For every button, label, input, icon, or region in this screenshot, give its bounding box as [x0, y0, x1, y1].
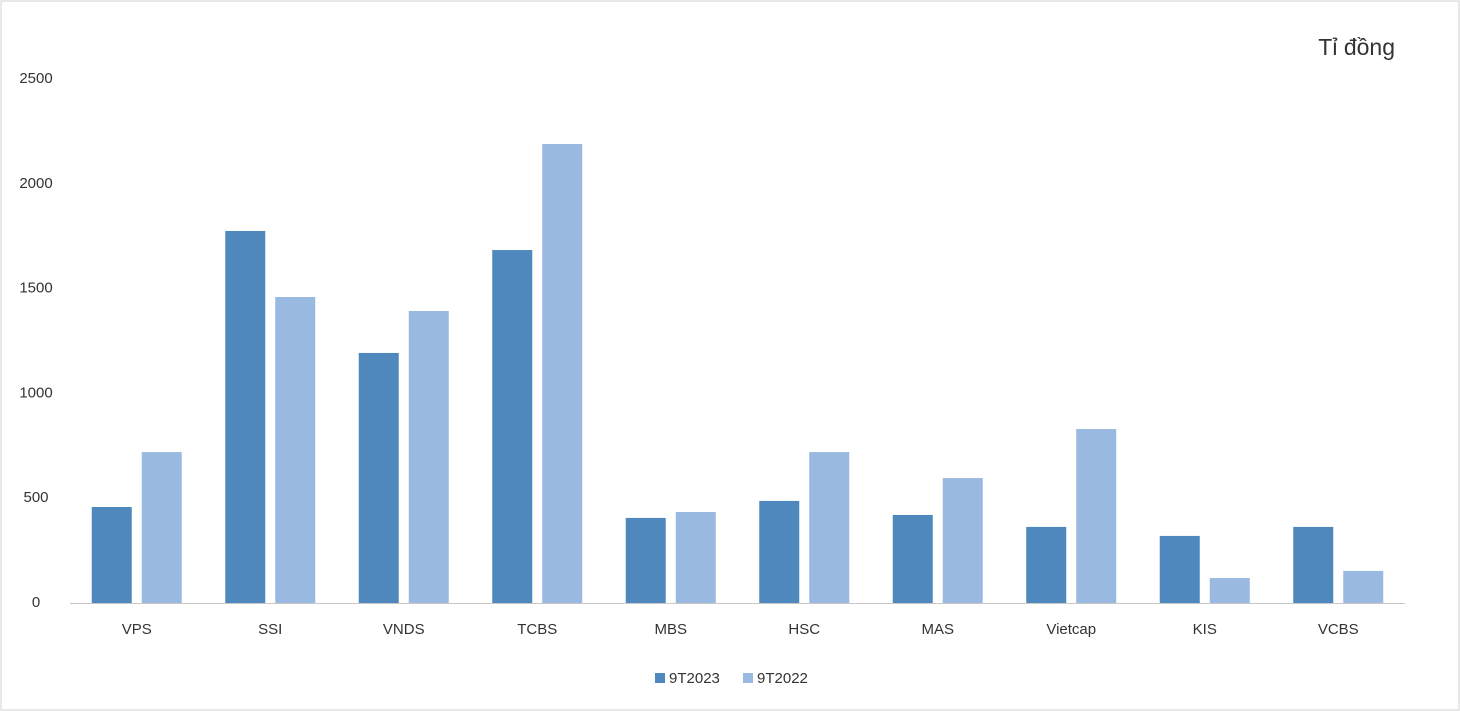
y-tick-label: 2000 — [19, 175, 52, 192]
bar — [675, 512, 716, 603]
y-tick-label: 2500 — [19, 70, 52, 87]
bar — [809, 452, 850, 603]
y-tick-label: 500 — [23, 489, 48, 506]
bar — [1026, 526, 1067, 603]
bar — [492, 250, 533, 603]
bar — [892, 514, 933, 603]
y-tick-label: 1000 — [19, 384, 52, 401]
x-tick-label: VCBS — [1318, 621, 1359, 638]
bar — [942, 478, 983, 603]
legend-swatch — [655, 673, 665, 683]
bar — [625, 517, 666, 603]
x-tick-label: SSI — [258, 621, 282, 638]
bar — [1209, 578, 1250, 603]
bar — [1076, 429, 1117, 603]
bar — [275, 296, 316, 603]
legend-swatch — [743, 673, 753, 683]
x-tick-label: KIS — [1193, 621, 1217, 638]
bar — [1293, 526, 1334, 603]
x-tick-label: TCBS — [517, 621, 557, 638]
unit-annotation: Tỉ đồng — [1318, 34, 1395, 60]
bar — [358, 352, 399, 603]
x-tick-label: VPS — [122, 621, 152, 638]
legend-label: 9T2022 — [757, 670, 808, 687]
bar — [542, 143, 583, 603]
bar — [408, 311, 449, 603]
x-tick-label: VNDS — [383, 621, 425, 638]
x-tick-label: Vietcap — [1046, 621, 1096, 638]
bar — [225, 230, 266, 603]
legend-label: 9T2023 — [669, 670, 720, 687]
x-tick-label: MBS — [654, 621, 687, 638]
x-tick-label: MAS — [921, 621, 954, 638]
bar — [1343, 570, 1384, 603]
bar — [759, 500, 800, 603]
bar — [91, 507, 132, 603]
x-tick-label: HSC — [788, 621, 820, 638]
bar — [1159, 535, 1200, 603]
bar — [141, 452, 182, 603]
y-tick-label: 0 — [32, 594, 40, 611]
y-tick-label: 1500 — [19, 280, 52, 297]
